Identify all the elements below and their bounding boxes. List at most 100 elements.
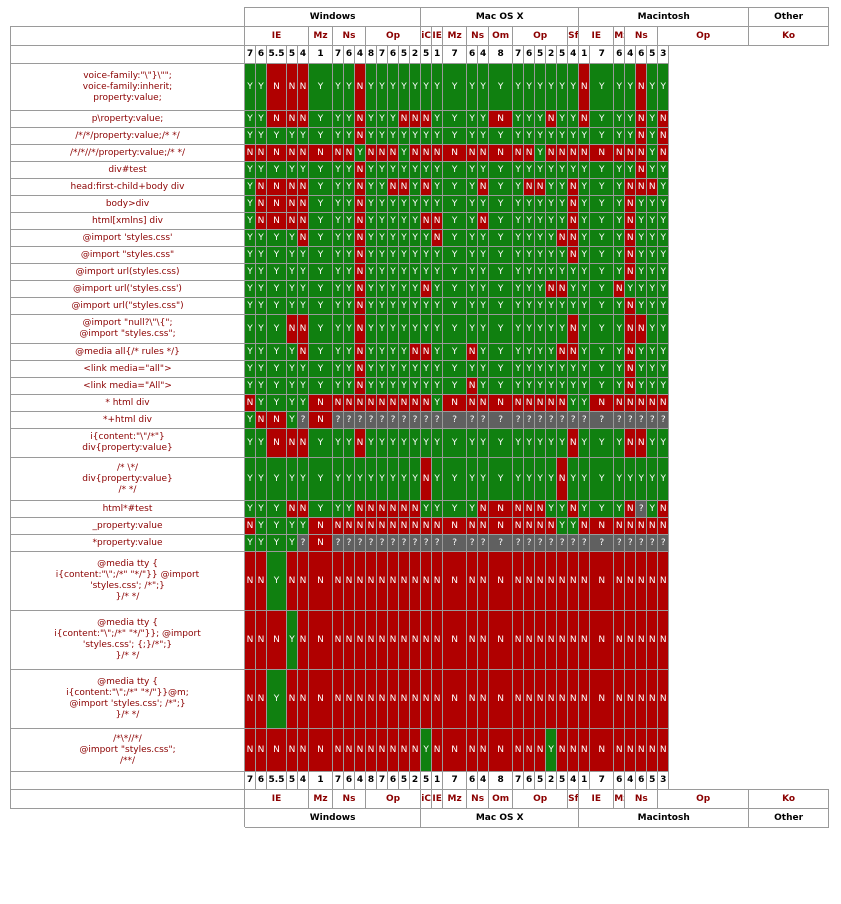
support-cell: N: [512, 728, 525, 772]
hack-label: @import url("styles.css"): [10, 297, 245, 315]
support-cell: Y: [545, 178, 558, 196]
support-cell: Y: [466, 127, 479, 145]
support-cell: Y: [545, 195, 558, 213]
support-cell: Y: [244, 534, 256, 552]
support-cell: ?: [431, 534, 444, 552]
support-cell: Y: [398, 280, 410, 298]
support-cell: N: [244, 394, 256, 412]
support-cell: N: [488, 394, 514, 412]
support-cell: N: [646, 517, 659, 535]
support-cell: Y: [512, 195, 525, 213]
support-cell: Y: [556, 500, 569, 518]
support-cell: N: [466, 377, 479, 395]
support-cell: N: [308, 411, 333, 429]
support-cell: N: [266, 428, 287, 458]
support-cell: N: [420, 343, 433, 361]
support-cell: N: [466, 610, 479, 670]
table-row: /*/*/property:value;/* */Y Y Y Y Y Y Y Y N Y Y Y Y Y Y…: [10, 127, 829, 145]
support-cell: Y: [589, 63, 615, 111]
support-cell: N: [297, 314, 309, 344]
table-row: @import url("styles.css") Y Y Y Y Y Y Y Y N Y Y Y Y Y Y…: [10, 297, 829, 315]
support-cell: Y: [657, 263, 670, 281]
support-cell: ?: [545, 534, 558, 552]
support-cell: Y: [556, 127, 569, 145]
support-cell: Y: [567, 377, 580, 395]
support-cell: N: [398, 178, 410, 196]
support-cell: N: [286, 178, 298, 196]
support-cell: Y: [488, 63, 514, 111]
support-cell: Y: [343, 280, 355, 298]
support-cell: Y: [332, 360, 344, 378]
support-cell: Y: [466, 314, 479, 344]
support-cell: N: [624, 360, 637, 378]
support-cell: N: [354, 127, 366, 145]
browser-header-row: IEMzNsOpiCIEMzNsOmOpSfIEMzNsOpKo: [10, 789, 829, 809]
support-cell: Y: [297, 246, 309, 264]
support-cell: Y: [387, 343, 399, 361]
support-cell: N: [613, 394, 626, 412]
support-cell: Y: [286, 280, 298, 298]
support-cell: Y: [657, 161, 670, 179]
support-cell: ?: [589, 411, 615, 429]
support-cell: ?: [578, 534, 591, 552]
support-cell: N: [523, 728, 536, 772]
support-cell: Y: [657, 229, 670, 247]
support-cell: N: [387, 178, 399, 196]
support-cell: Y: [657, 178, 670, 196]
support-cell: Y: [466, 428, 479, 458]
support-cell: N: [255, 610, 267, 670]
support-cell: Y: [431, 297, 444, 315]
support-cell: Y: [646, 428, 659, 458]
support-cell: N: [466, 144, 479, 162]
table-row: @import "null?\"\{"; @import "styles.css"…: [10, 314, 829, 344]
support-cell: Y: [376, 343, 388, 361]
support-cell: N: [624, 428, 637, 458]
support-cell: Y: [589, 428, 615, 458]
support-cell: ?: [376, 411, 388, 429]
version-header: 1: [431, 771, 444, 790]
table-row: html*#test Y Y Y N N Y Y Y N N N N N N Y Y Y Y N N N N N Y Y N Y Y Y N…: [10, 500, 829, 518]
hack-label: i{content:"\"/*"} div{property:value}: [10, 428, 245, 458]
support-cell: N: [523, 517, 536, 535]
version-header: 3: [657, 45, 670, 64]
support-cell: Y: [556, 360, 569, 378]
support-cell: Y: [646, 144, 659, 162]
support-cell: N: [556, 669, 569, 729]
support-cell: N: [613, 551, 626, 611]
support-cell: Y: [578, 394, 591, 412]
support-cell: Y: [332, 343, 344, 361]
table-row: @media all{/* rules */} Y Y Y Y N Y Y Y N Y Y Y Y N N Y Y…: [10, 343, 829, 361]
support-cell: ?: [657, 534, 670, 552]
support-cell: ?: [332, 534, 344, 552]
support-cell: Y: [387, 161, 399, 179]
support-cell: Y: [398, 263, 410, 281]
hack-label: @import url(styles.css): [10, 263, 245, 281]
support-cell: Y: [308, 428, 333, 458]
version-header: 6: [255, 771, 267, 790]
support-cell: Y: [408, 212, 422, 230]
support-cell: N: [308, 728, 333, 772]
support-cell: Y: [567, 280, 580, 298]
browser-header: Mz: [442, 789, 468, 809]
support-cell: Y: [308, 360, 333, 378]
support-cell: Y: [567, 110, 580, 128]
support-cell: Y: [578, 127, 591, 145]
support-cell: Y: [635, 343, 648, 361]
hack-label: <link media="all">: [10, 360, 245, 378]
support-cell: N: [545, 551, 558, 611]
support-cell: Y: [545, 500, 558, 518]
support-cell: N: [624, 144, 637, 162]
support-cell: ?: [589, 534, 615, 552]
support-cell: Y: [308, 314, 333, 344]
support-cell: N: [545, 280, 558, 298]
support-cell: Y: [431, 343, 444, 361]
support-cell: Y: [534, 161, 547, 179]
support-cell: Y: [442, 500, 468, 518]
support-cell: Y: [244, 411, 256, 429]
support-cell: N: [376, 728, 388, 772]
support-cell: N: [545, 610, 558, 670]
support-cell: N: [297, 343, 309, 361]
support-cell: Y: [613, 263, 626, 281]
support-cell: Y: [442, 63, 468, 111]
support-cell: ?: [387, 534, 399, 552]
